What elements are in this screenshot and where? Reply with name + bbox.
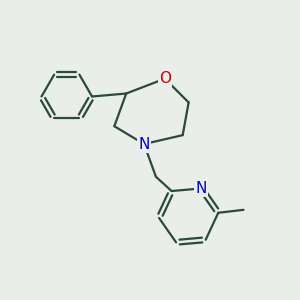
Text: O: O xyxy=(159,71,171,86)
Text: N: N xyxy=(196,181,207,196)
Text: N: N xyxy=(138,136,150,152)
